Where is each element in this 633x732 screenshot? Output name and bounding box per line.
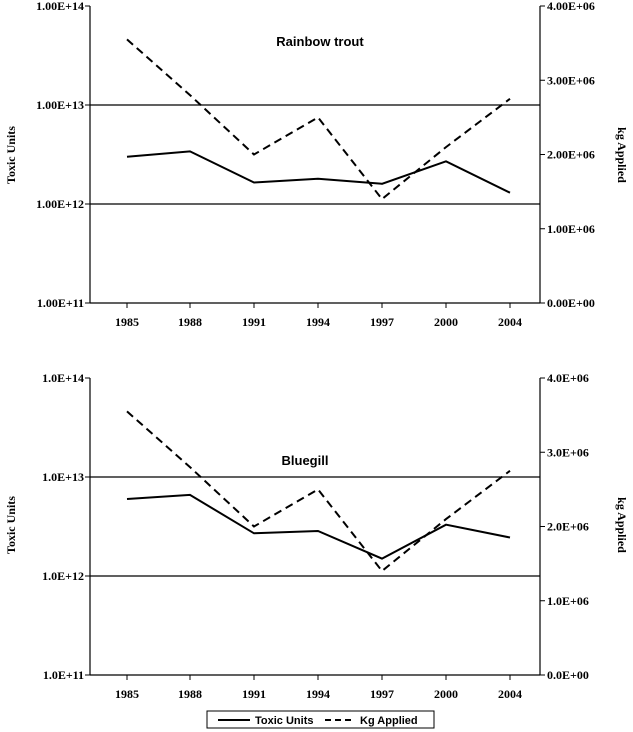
x-tick-label: 1985	[115, 687, 139, 701]
x-tick-label: 2004	[498, 687, 522, 701]
x-tick-label: 2000	[434, 315, 458, 329]
y-left-tick-label: 1.0E+12	[42, 569, 84, 583]
y-right-tick-label: 0.0E+00	[547, 668, 589, 682]
y-right-tick-label: 3.00E+06	[547, 73, 595, 87]
series-line-toxic-units	[126, 150, 511, 194]
y-left-tick-label: 1.0E+11	[43, 668, 84, 682]
x-tick-label: 1988	[178, 315, 202, 329]
series-line-kg-applied	[126, 38, 511, 201]
x-tick-label: 1997	[370, 315, 394, 329]
y-left-axis-label: Toxic Units	[4, 496, 18, 554]
y-right-tick-label: 3.0E+06	[547, 445, 589, 459]
y-left-tick-label: 1.00E+12	[36, 197, 84, 211]
legend: Toxic Units Kg Applied	[206, 710, 435, 729]
y-right-tick-label: 1.0E+06	[547, 594, 589, 608]
legend-box	[206, 710, 435, 729]
y-right-tick-label: 4.00E+06	[547, 0, 595, 13]
x-tick-label: 1991	[242, 687, 266, 701]
y-right-tick-label: 1.00E+06	[547, 222, 595, 236]
legend-label-toxic-units: Toxic Units	[255, 715, 313, 727]
x-tick-label: 2000	[434, 687, 458, 701]
y-right-tick-label: 2.00E+06	[547, 148, 595, 162]
chart-title: Rainbow trout	[276, 34, 364, 49]
x-tick-label: 1988	[178, 687, 202, 701]
y-right-axis-label: kg Applied	[615, 497, 629, 553]
y-right-tick-label: 0.00E+00	[547, 296, 595, 310]
y-left-tick-label: 1.00E+11	[37, 296, 84, 310]
chart-title: Bluegill	[282, 453, 329, 468]
y-left-tick-label: 1.0E+14	[42, 371, 84, 385]
chart-rainbow-trout: Rainbow trout Toxic Units kg Applied 1.0…	[4, 0, 629, 329]
x-tick-label: 2004	[498, 315, 522, 329]
y-left-axis-label: Toxic Units	[4, 126, 18, 184]
series-line-kg-applied	[126, 410, 511, 573]
y-right-tick-label: 4.0E+06	[547, 371, 589, 385]
x-tick-label: 1994	[306, 315, 330, 329]
x-tick-label: 1991	[242, 315, 266, 329]
legend-label-kg-applied: Kg Applied	[360, 715, 418, 727]
y-left-tick-label: 1.00E+13	[36, 98, 84, 112]
y-left-tick-label: 1.0E+13	[42, 470, 84, 484]
y-left-tick-label: 1.00E+14	[36, 0, 84, 13]
y-right-axis-label: kg Applied	[615, 127, 629, 183]
x-tick-label: 1985	[115, 315, 139, 329]
chart-bluegill: Bluegill Toxic Units kg Applied 1.0E+11 1…	[4, 371, 629, 701]
series-line-toxic-units	[126, 493, 511, 560]
x-tick-label: 1997	[370, 687, 394, 701]
y-right-tick-label: 2.0E+06	[547, 520, 589, 534]
x-tick-label: 1994	[306, 687, 330, 701]
